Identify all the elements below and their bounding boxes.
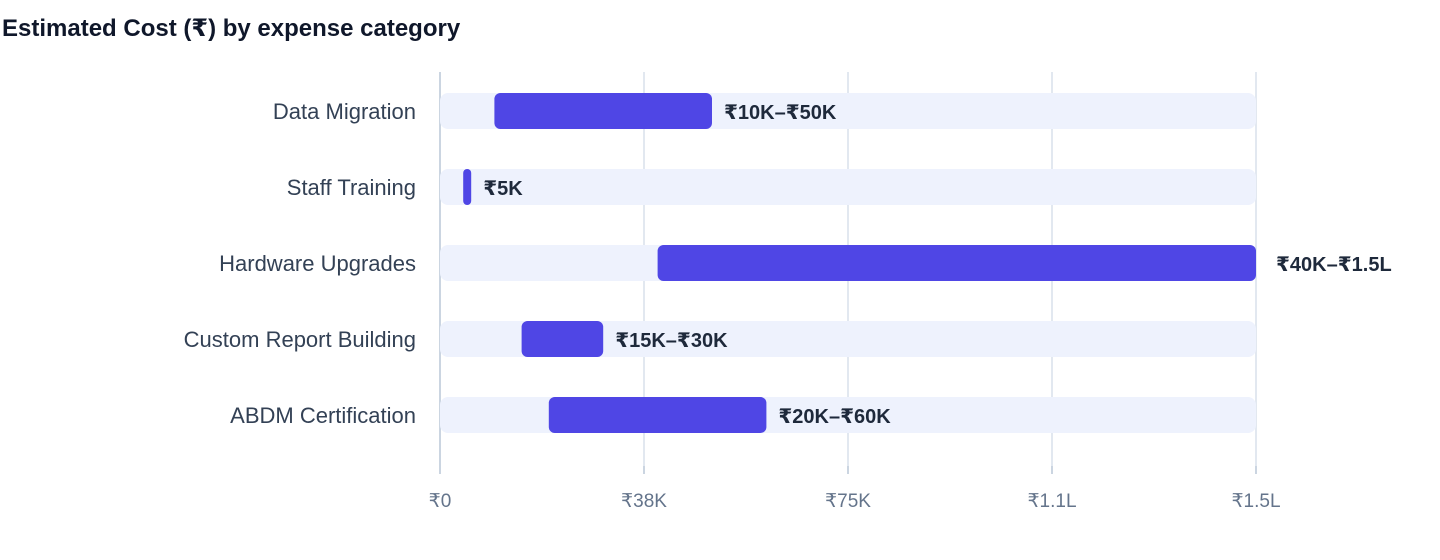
range-bar[interactable] (548, 397, 767, 433)
bar-track (440, 169, 1256, 205)
value-label: ₹15K–₹30K (615, 330, 728, 352)
value-label: ₹40K–₹1.5L (1276, 254, 1392, 276)
x-tick-label: ₹1.1L (1027, 491, 1076, 512)
x-tick-label: ₹1.5L (1231, 491, 1280, 512)
category-label: ABDM Certification (230, 403, 416, 428)
x-tick-label: ₹75K (825, 491, 871, 512)
value-label: ₹10K–₹50K (724, 102, 837, 124)
category-label: Hardware Upgrades (219, 251, 416, 276)
chart-title: Estimated Cost (₹) by expense category (2, 15, 461, 42)
category-label: Data Migration (273, 99, 416, 124)
range-bar[interactable] (521, 321, 604, 357)
value-label: ₹20K–₹60K (778, 406, 891, 428)
range-bar[interactable] (494, 93, 712, 129)
range-bar[interactable] (463, 169, 472, 205)
category-label: Staff Training (287, 175, 416, 200)
value-label: ₹5K (483, 178, 523, 200)
category-label: Custom Report Building (184, 327, 416, 352)
x-tick-label: ₹0 (429, 491, 452, 512)
x-tick-label: ₹38K (621, 491, 667, 512)
range-bar[interactable] (657, 245, 1256, 281)
bar-track (440, 321, 1256, 357)
